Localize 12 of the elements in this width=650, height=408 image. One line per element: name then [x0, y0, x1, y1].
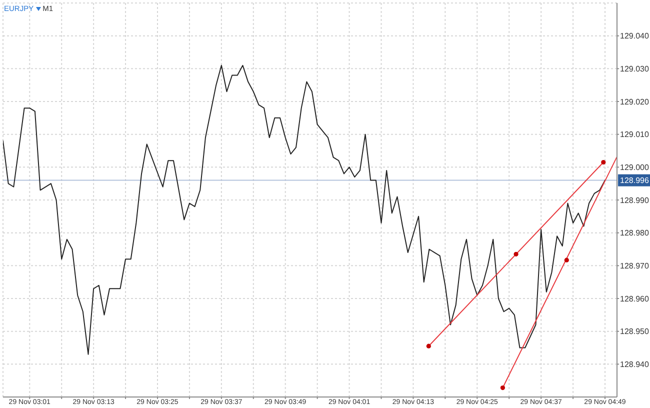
y-tick-label: 128.980: [620, 228, 650, 238]
y-tick-label: 129.040: [620, 32, 650, 41]
y-tick-label: 128.970: [620, 262, 650, 271]
y-tick-label: 129.020: [620, 97, 650, 106]
y-tick-label: 128.960: [620, 294, 650, 304]
y-tick-label: 128.940: [620, 360, 650, 370]
y-tick-label: 128.990: [620, 196, 650, 205]
y-tick-label: 128.950: [620, 327, 650, 336]
ref-line-label: 128.996: [620, 176, 650, 186]
y-tick-label: 129.010: [620, 130, 650, 140]
y-tick-label: 129.030: [620, 64, 650, 74]
y-tick-label: 129.000: [620, 163, 650, 172]
